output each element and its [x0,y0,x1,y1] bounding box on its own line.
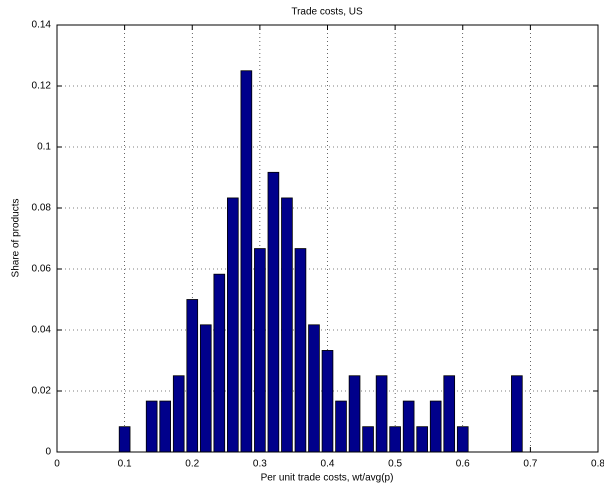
bar [443,375,456,453]
bar [159,400,172,453]
bar [281,197,293,453]
y-tick-label: 0.14 [32,20,52,31]
bar [429,400,442,453]
x-tick-label: 0.3 [253,459,267,470]
bar [267,171,280,453]
x-axis-label: Per unit trade costs, wt/avg(p) [261,473,394,484]
bar [362,426,374,453]
x-tick-label: 0.4 [321,459,335,470]
bar [456,426,469,453]
bar [348,375,361,453]
y-tick-label: 0.1 [37,142,51,153]
bar [227,197,239,453]
bar [335,400,347,453]
bar [511,375,523,453]
bar [416,426,428,453]
bar [402,400,415,453]
bar [118,426,131,453]
chart-title: Trade costs, US [291,7,363,18]
bar [321,350,334,453]
y-tick-label: 0 [45,447,51,458]
bar [213,273,226,453]
x-tick-label: 0.6 [456,459,470,470]
y-tick-label: 0.04 [32,325,52,336]
bar [240,70,253,453]
x-tick-label: 0 [54,459,60,470]
x-tick-label: 0.5 [388,459,402,470]
y-tick-label: 0.12 [32,81,52,92]
x-tick-label: 0.7 [523,459,537,470]
bar [172,375,185,453]
y-tick-label: 0.02 [32,386,52,397]
y-tick-label: 0.06 [32,264,52,275]
bar [294,248,307,453]
bar [254,248,266,453]
y-tick-label: 0.08 [32,203,52,214]
bar [308,324,320,453]
bar [375,375,388,453]
x-tick-label: 0.2 [185,459,199,470]
bar [186,299,199,453]
axes-box [56,24,599,453]
x-tick-label: 0.1 [118,459,132,470]
bar [389,426,401,453]
bar [145,400,158,453]
y-axis-label: Share of products [11,199,22,278]
bar [199,324,212,453]
x-tick-label: 0.8 [591,459,604,470]
